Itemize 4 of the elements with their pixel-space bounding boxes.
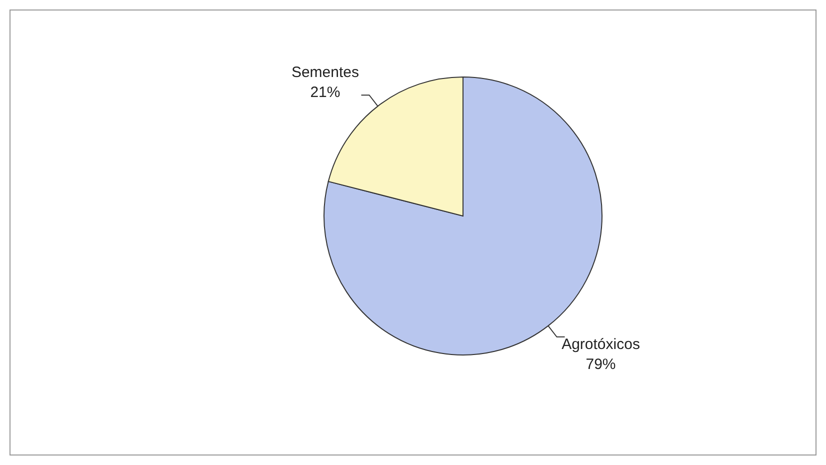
data-label: 21% [310, 84, 340, 102]
slice-label: Agrotóxicos [562, 336, 640, 353]
data-label: 79% [586, 356, 616, 373]
slice-label: Sementes [291, 64, 359, 82]
